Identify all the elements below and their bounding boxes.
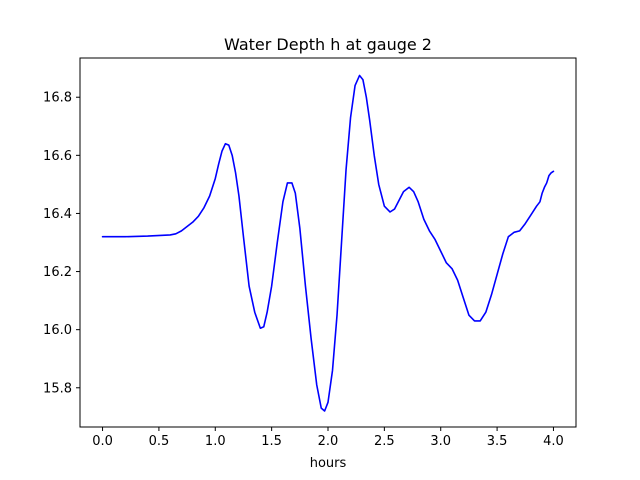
series-line-0: [101, 74, 555, 412]
plot-frame: [79, 57, 577, 428]
x-tick-label: 1.5: [261, 434, 282, 449]
y-tick-label: 15.8: [43, 381, 72, 396]
y-tick-label: 16.2: [43, 265, 72, 280]
x-tick-label: 3.5: [487, 434, 508, 449]
y-tick-label: 16.8: [43, 91, 72, 106]
y-axis-ticks: 15.8 16.0 16.2 16.4 16.6 16.8: [43, 91, 80, 396]
x-tick-label: 2.0: [318, 434, 339, 449]
x-tick-label: 0.5: [149, 434, 170, 449]
x-axis-ticks: 0.0 0.5 1.0 1.5 2.0 2.5 3.0 3.5 4.0: [92, 427, 564, 449]
y-tick-label: 16.4: [43, 207, 72, 222]
x-tick-label: 1.0: [205, 434, 226, 449]
y-tick-label: 16.6: [43, 149, 72, 164]
x-axis-label: hours: [310, 456, 347, 471]
x-tick-label: 2.5: [374, 434, 395, 449]
x-tick-label: 4.0: [543, 434, 564, 449]
series-layer: [101, 74, 555, 412]
x-tick-label: 0.0: [92, 434, 113, 449]
chart-title: Water Depth h at gauge 2: [224, 35, 432, 54]
x-tick-label: 3.0: [430, 434, 451, 449]
y-tick-label: 16.0: [43, 323, 72, 338]
plot-area: [79, 57, 577, 428]
